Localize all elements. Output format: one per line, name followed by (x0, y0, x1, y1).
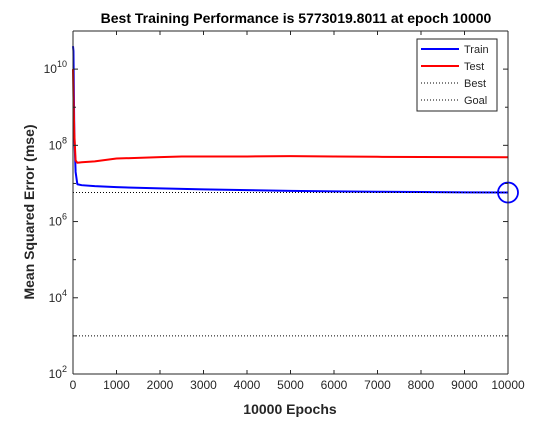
x-tick-label: 5000 (277, 378, 304, 392)
x-tick-label: 3000 (190, 378, 217, 392)
x-tick-label: 2000 (147, 378, 174, 392)
y-tick-label: 108 (49, 135, 67, 152)
legend: Train Test Best Goal (416, 38, 498, 112)
series-test-line (72, 69, 509, 164)
chart-title: Best Training Performance is 5773019.801… (101, 10, 492, 26)
axes: 0 1000 2000 3000 4000 5000 6000 7000 8000 9000 100… (44, 30, 525, 392)
x-tick-label: 0 (70, 378, 77, 392)
x-tick-label: 7000 (364, 378, 391, 392)
legend-best-label: Best (464, 78, 486, 90)
legend-box (416, 38, 498, 112)
y-tick-label: 106 (49, 212, 67, 229)
legend-test-label: Test (464, 61, 484, 73)
x-axis-label: 10000 Epochs (243, 401, 337, 417)
x-tick-label: 8000 (408, 378, 435, 392)
legend-goal-label: Goal (464, 95, 487, 107)
y-tick-label: 102 (49, 364, 67, 381)
x-tick-label: 10000 (491, 378, 525, 392)
x-tick-label: 9000 (451, 378, 478, 392)
y-tick-label: 1010 (44, 59, 67, 76)
legend-train-label: Train (464, 44, 489, 56)
x-tick-label: 1000 (103, 378, 130, 392)
x-tick-label: 4000 (234, 378, 261, 392)
x-tick-label: 6000 (321, 378, 348, 392)
y-axis-label: Mean Squared Error (mse) (21, 124, 37, 299)
y-tick-label: 104 (49, 288, 67, 305)
